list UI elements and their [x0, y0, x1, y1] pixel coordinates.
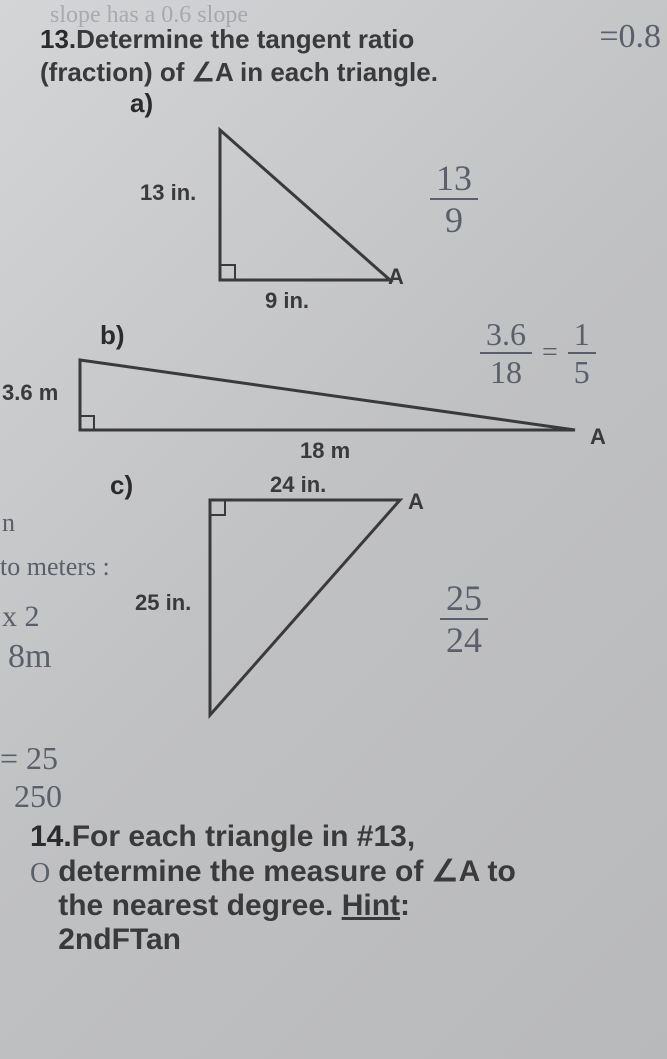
answer-b-eq: = [542, 337, 558, 369]
margin-8m: 8m [8, 638, 51, 676]
answer-a-num: 13 [430, 160, 478, 200]
margin-x2: x 2 [2, 600, 40, 634]
tri-c-side: 25 in. [135, 590, 191, 616]
q14-line3-text: the nearest degree. [58, 889, 341, 922]
q14-colon: : [400, 889, 410, 922]
tri-a-base: 9 in. [265, 288, 309, 314]
triangle-a [210, 120, 410, 300]
answer-c: 25 24 [440, 580, 488, 658]
q14-line3: the nearest degree. Hint: [58, 889, 516, 923]
part-a-label: a) [130, 88, 153, 119]
answer-b2-num: 1 [568, 318, 596, 354]
answer-a-den: 9 [439, 200, 469, 238]
q14-line4: 2ndFTan [58, 923, 516, 957]
tri-c-top: 24 in. [270, 472, 326, 498]
q13-line1: 13.Determine the tangent ratio [40, 24, 657, 55]
part-b-label: b) [100, 320, 125, 351]
margin-tometers: to meters : [0, 552, 110, 582]
q14-number: 14. [30, 820, 72, 853]
answer-b-group: 3.6 18 = 1 5 [480, 318, 596, 388]
part-c-label: c) [110, 470, 133, 501]
tri-a-vertex: A [388, 264, 404, 290]
tri-b-vertex: A [590, 424, 606, 450]
q13-line2: (fraction) of ∠A in each triangle. [40, 57, 657, 88]
tri-a-hyp: 13 in. [140, 180, 196, 206]
q14-line1: 14.For each triangle in #13, [30, 820, 647, 854]
tri-b-base: 18 m [300, 438, 350, 464]
answer-b1-num: 3.6 [480, 318, 532, 354]
q13-number: 13. [40, 24, 76, 54]
margin-n: n [2, 508, 15, 538]
q14-circle: O [30, 858, 50, 890]
q14-hint: Hint [342, 889, 400, 922]
answer-a: 13 9 [430, 160, 478, 238]
q14-line2: determine the measure of ∠A to [58, 854, 516, 889]
q14-text1: For each triangle in #13, [72, 820, 415, 853]
q13-hand-right: =0.8 [599, 18, 661, 56]
answer-b2-den: 5 [568, 354, 596, 388]
answer-b1: 3.6 18 [480, 318, 532, 388]
answer-b1-den: 18 [484, 354, 528, 388]
tri-c-vertex: A [408, 489, 424, 515]
answer-c-den: 24 [440, 620, 488, 658]
tri-b-side: 3.6 m [2, 380, 58, 406]
margin-eq25: = 25 [0, 740, 58, 777]
answer-b2: 1 5 [568, 318, 596, 388]
answer-c-num: 25 [440, 580, 488, 620]
q13-text1: Determine the tangent ratio [76, 24, 414, 54]
margin-250: 250 [14, 778, 62, 815]
triangle-c [200, 490, 420, 730]
